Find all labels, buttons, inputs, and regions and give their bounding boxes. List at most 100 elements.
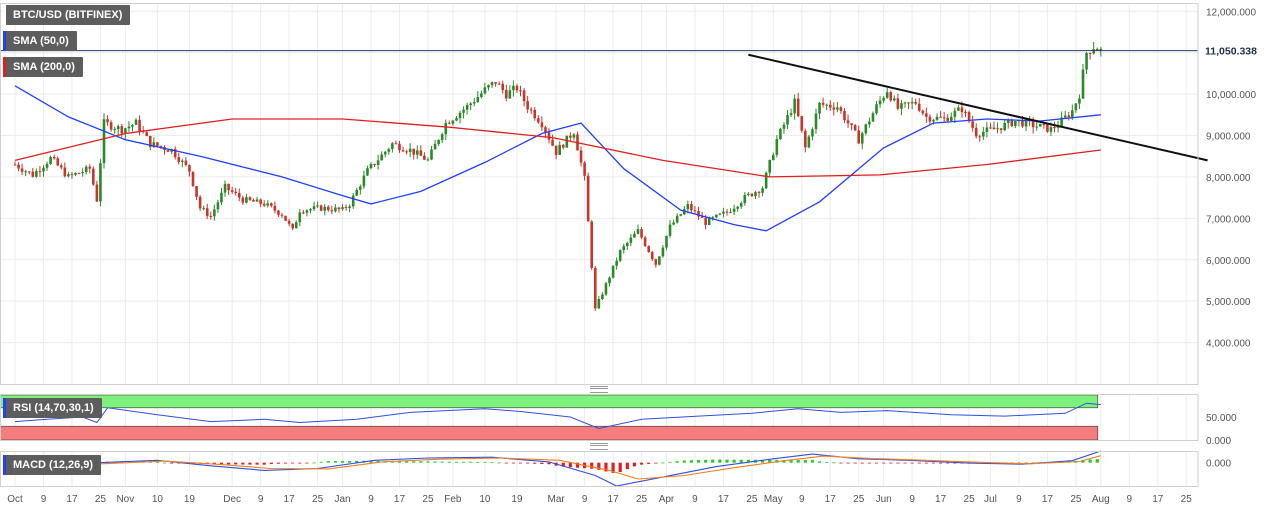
- macd-histogram-bar: [540, 462, 544, 464]
- candle-body: [544, 127, 547, 133]
- candle-body: [921, 110, 925, 114]
- candle-body: [718, 213, 722, 215]
- macd-histogram-bar: [789, 460, 793, 463]
- macd-histogram-bar: [867, 462, 871, 464]
- candle-body: [601, 294, 604, 300]
- candle-body: [515, 85, 519, 91]
- candle-body: [95, 184, 99, 202]
- candle-body: [451, 120, 455, 124]
- candle-body: [252, 199, 255, 202]
- candle-body: [736, 206, 739, 209]
- macd-histogram-bar: [397, 461, 402, 463]
- x-tick-label: 19: [184, 494, 196, 505]
- x-tick-label: 9: [258, 494, 264, 505]
- x-tick-label: 25: [964, 494, 976, 505]
- rsi-label[interactable]: RSI (14,70,30,1): [3, 398, 102, 418]
- macd-histogram-bar: [177, 462, 181, 464]
- candle-body: [1095, 49, 1099, 51]
- candle-body: [565, 135, 569, 148]
- candle-body: [743, 194, 747, 204]
- candle-body: [220, 192, 223, 203]
- candle-body: [202, 208, 205, 210]
- x-tick-label: 25: [312, 494, 324, 505]
- macd-histogram-bar: [725, 459, 729, 463]
- candle-body: [131, 124, 134, 127]
- candle-body: [255, 199, 259, 202]
- candle-body: [811, 129, 814, 137]
- candle-body: [679, 214, 683, 216]
- candle-body: [127, 126, 131, 129]
- candle-body: [715, 214, 718, 218]
- candle-body: [675, 215, 679, 223]
- macd-histogram-bar: [1088, 459, 1092, 463]
- candle-body: [344, 207, 348, 209]
- candle-body: [914, 102, 917, 104]
- candle-body: [782, 124, 786, 129]
- macd-histogram-bar: [718, 459, 722, 463]
- candle-body: [70, 174, 74, 176]
- candle-body: [650, 252, 654, 260]
- x-tick-label: 9: [692, 494, 698, 505]
- sma50-line: [14, 85, 1101, 232]
- x-tick-label: 17: [608, 494, 620, 505]
- candle-body: [52, 156, 56, 159]
- candle-body: [1014, 120, 1017, 126]
- indicator-lines: [0, 50, 1208, 487]
- candle-body: [985, 127, 989, 132]
- macd-line: [14, 450, 1101, 487]
- candle-body: [868, 121, 871, 125]
- macd-histogram-bar: [917, 462, 921, 464]
- candle-body: [316, 205, 319, 207]
- macd-histogram-bar: [590, 462, 594, 469]
- macd-histogram-bar: [711, 459, 715, 463]
- x-tick-label: 17: [825, 494, 837, 505]
- macd-label-text: MACD (12,26,9): [13, 459, 94, 471]
- x-tick-label: Jan: [334, 494, 350, 505]
- candle-body: [77, 173, 81, 175]
- candle-body: [661, 247, 665, 257]
- candle-body: [957, 107, 960, 111]
- candle-body: [665, 235, 668, 248]
- symbol-label[interactable]: BTC/USD (BITFINEX): [3, 5, 131, 25]
- x-tick-label: 9: [41, 494, 47, 505]
- candle-body: [804, 130, 807, 148]
- candle-body: [885, 92, 889, 98]
- candle-body: [789, 113, 793, 116]
- panel-resize-handle-macd[interactable]: [590, 443, 608, 450]
- candle-body: [223, 183, 227, 193]
- x-tick-label: 9: [909, 494, 915, 505]
- candle-body: [526, 101, 529, 110]
- candle-body: [1010, 119, 1014, 126]
- candle-body: [99, 163, 102, 202]
- candle-body: [398, 143, 401, 151]
- macd-label[interactable]: MACD (12,26,9): [3, 455, 102, 475]
- candle-body: [423, 155, 426, 160]
- candle-body: [81, 172, 84, 174]
- candle-body: [277, 210, 280, 215]
- macd-histogram-bar: [661, 462, 665, 464]
- macd-histogram-bar: [162, 462, 167, 464]
- candle-body: [508, 90, 512, 99]
- candle-body: [27, 171, 31, 173]
- candle-body: [440, 134, 444, 141]
- candle-body: [608, 277, 611, 284]
- macd-histogram-bar: [739, 459, 743, 463]
- candle-body: [647, 246, 650, 253]
- candle-body: [889, 92, 893, 101]
- candle-body: [469, 103, 472, 106]
- sma200-label[interactable]: SMA (200,0): [3, 57, 83, 77]
- candle-body: [512, 85, 515, 91]
- panel-resize-handle-rsi[interactable]: [590, 386, 608, 393]
- macd-histogram-bar: [910, 462, 914, 464]
- candle-body: [928, 116, 932, 122]
- macd-histogram-bar: [853, 462, 857, 464]
- rsi-overbought-band: [0, 394, 1099, 409]
- macd-histogram-bar: [369, 460, 373, 463]
- rsi-oversold-band: [0, 425, 1099, 441]
- candle-body: [821, 102, 825, 105]
- candle-body: [369, 164, 373, 169]
- candle-body: [1060, 117, 1063, 126]
- candle-body: [13, 164, 17, 166]
- candle-body: [20, 168, 24, 172]
- sma50-label[interactable]: SMA (50,0): [3, 31, 77, 51]
